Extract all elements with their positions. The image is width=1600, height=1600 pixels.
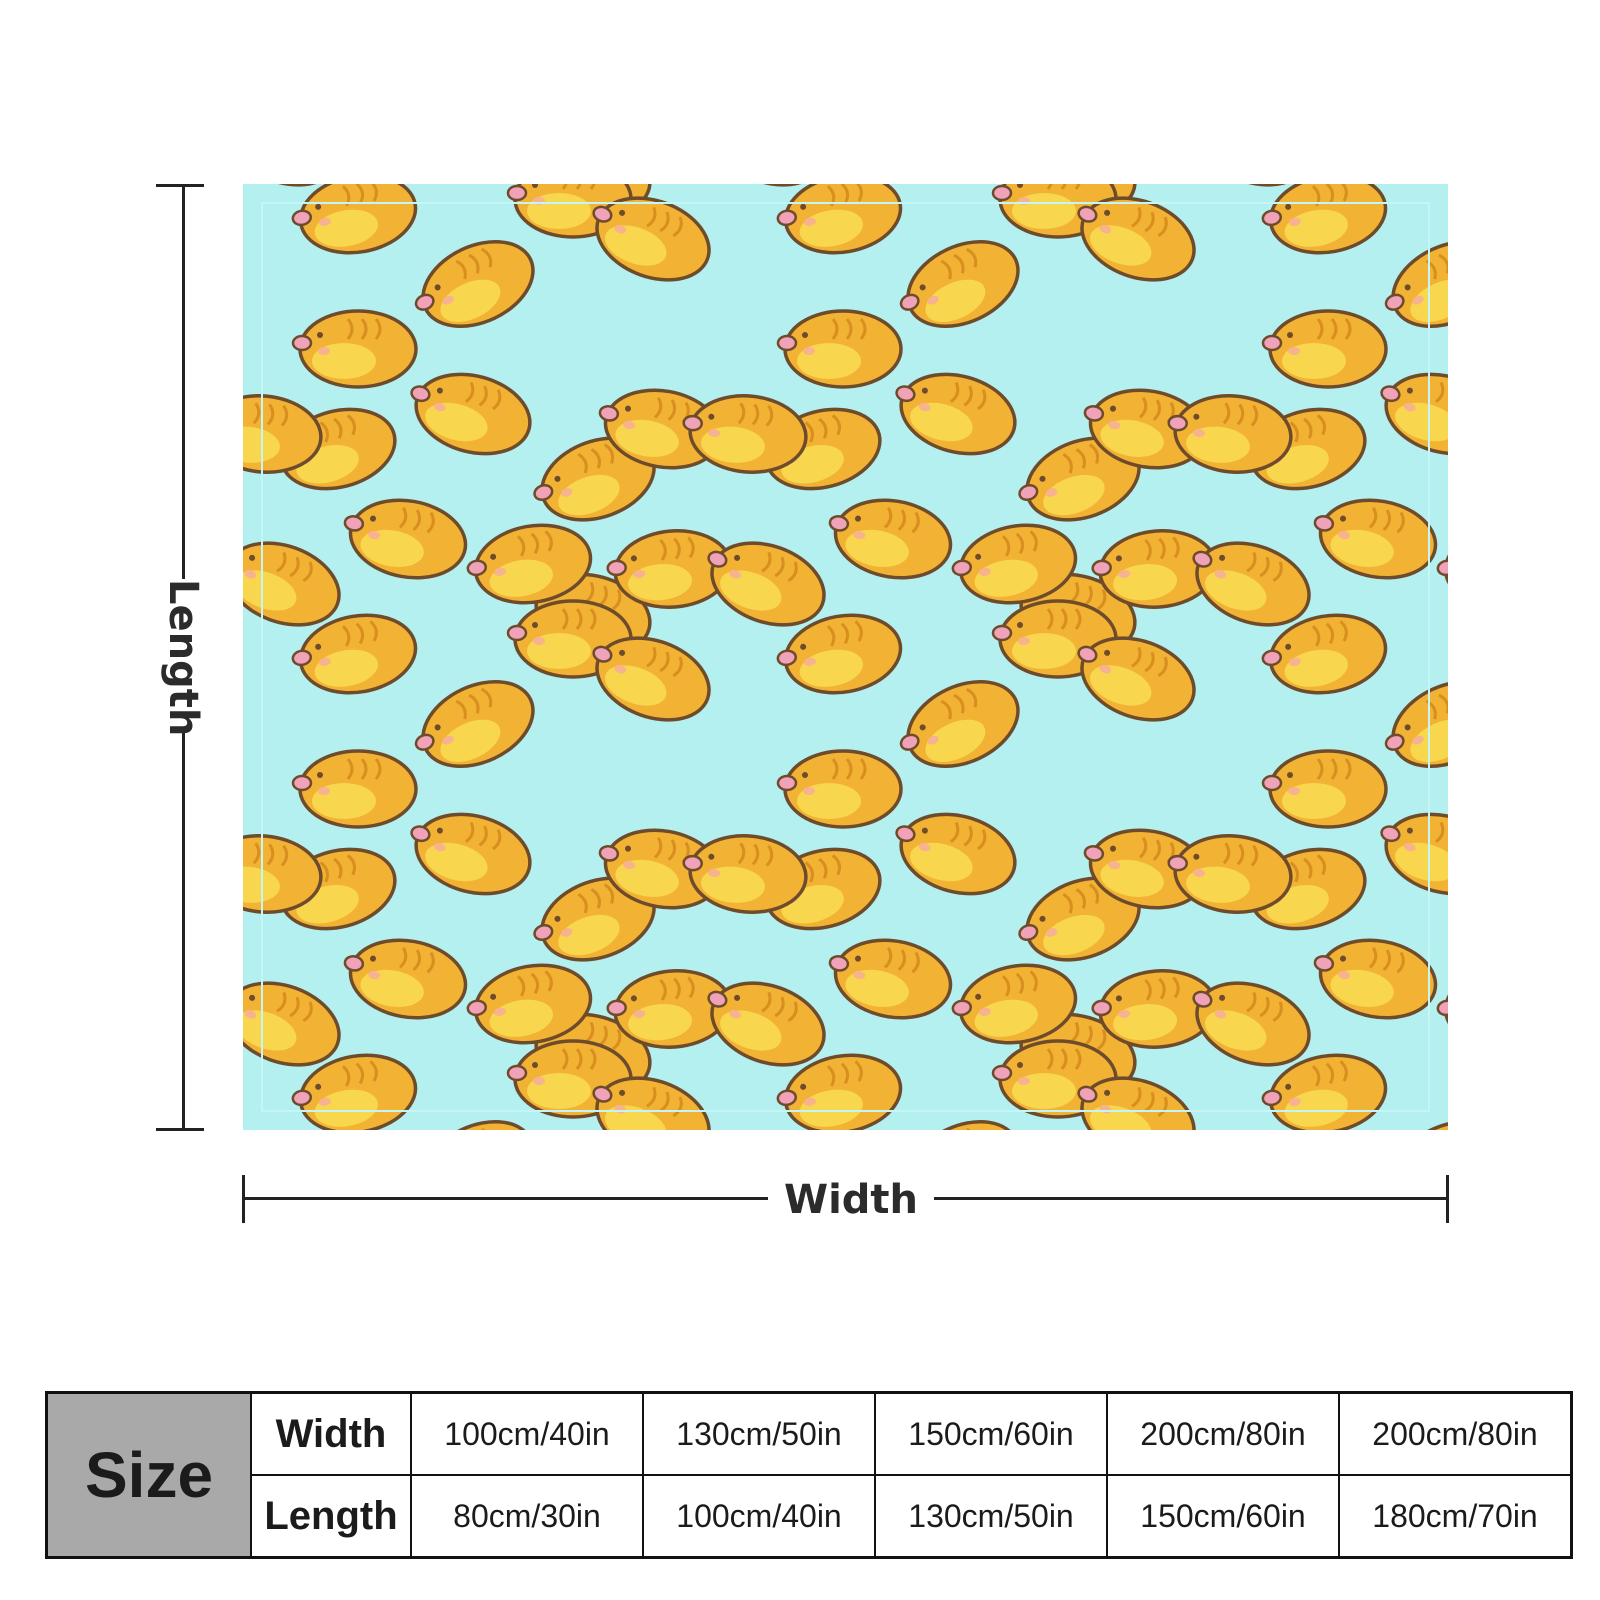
parakeet-icon — [899, 679, 1020, 769]
parakeet-icon — [1384, 679, 1448, 769]
size-cell: 80cm/30in — [410, 1474, 644, 1559]
parakeet-icon — [291, 749, 418, 829]
parakeet-icon — [1192, 541, 1311, 627]
parakeet-icon — [243, 981, 341, 1067]
parakeet-icon — [1261, 1053, 1388, 1130]
parakeet-icon — [343, 498, 468, 580]
parakeet-icon — [1436, 963, 1448, 1045]
parakeet-icon — [592, 1076, 711, 1130]
size-cell: 200cm/80in — [1338, 1391, 1573, 1476]
parakeet-icon — [291, 613, 418, 695]
parakeet-icon — [606, 529, 733, 609]
row-label-length: Length — [250, 1474, 412, 1559]
parakeet-icon — [1091, 529, 1218, 609]
size-cell: 130cm/50in — [642, 1391, 876, 1476]
parakeet-icon — [1083, 388, 1208, 470]
parakeet-icon — [776, 1053, 903, 1130]
parakeet-icon — [243, 394, 323, 474]
parakeet-icon — [598, 828, 723, 910]
parakeet-icon — [707, 981, 826, 1067]
parakeet-icon — [466, 523, 593, 605]
parakeet-icon — [895, 372, 1017, 456]
parakeet-icon — [1077, 1076, 1196, 1130]
parakeet-icon — [906, 1119, 1020, 1130]
parakeet-icon — [776, 613, 903, 695]
width-label: Width — [768, 1174, 934, 1226]
size-cell: 180cm/70in — [1338, 1474, 1573, 1559]
parakeet-icon — [592, 196, 711, 282]
size-cell: 150cm/60in — [874, 1391, 1108, 1476]
parakeet-icon — [1261, 184, 1388, 255]
parakeet-icon — [951, 523, 1078, 605]
parakeet-icon — [776, 184, 903, 255]
parakeet-icon — [828, 938, 953, 1020]
parakeet-icon — [533, 436, 656, 522]
parakeet-icon — [1167, 394, 1293, 474]
parakeet-icon — [291, 184, 418, 255]
parakeet-icon — [1018, 436, 1141, 522]
parakeet-icon — [606, 969, 733, 1049]
size-header: Size — [45, 1391, 252, 1559]
size-row-width: Size Width 100cm/40in 130cm/50in 150cm/6… — [45, 1391, 1573, 1559]
parakeet-icon — [1436, 523, 1448, 605]
size-cell: 200cm/80in — [1106, 1391, 1340, 1476]
row-label-width: Width — [250, 1391, 412, 1476]
parakeet-icon — [1313, 938, 1438, 1020]
length-label: Length — [157, 579, 209, 736]
parakeet-icon — [243, 834, 323, 914]
parakeet-icon — [1261, 309, 1388, 389]
parakeet-icon — [592, 636, 711, 722]
parakeet-icon — [1384, 239, 1448, 329]
parakeet-icon — [682, 834, 808, 914]
size-cell: 130cm/50in — [874, 1474, 1108, 1559]
parakeet-icon — [1192, 981, 1311, 1067]
parakeet-icon — [421, 1119, 535, 1130]
parakeet-icon — [1018, 876, 1141, 962]
parakeet-icon — [414, 679, 535, 769]
parakeet-icon — [1391, 1119, 1448, 1130]
parakeet-icon — [682, 394, 808, 474]
parakeet-icon — [243, 541, 341, 627]
parakeet-icon — [414, 239, 535, 329]
parakeet-icon — [1167, 834, 1293, 914]
parakeet-icon — [1380, 812, 1448, 896]
parakeet-icon — [410, 372, 532, 456]
parakeet-pattern — [243, 184, 1448, 1130]
length-bottom-tick — [156, 1128, 204, 1131]
parakeet-icon — [1313, 498, 1438, 580]
parakeet-icon — [1261, 613, 1388, 695]
parakeet-icon — [598, 388, 723, 470]
parakeet-icon — [1077, 196, 1196, 282]
parakeet-icon — [899, 239, 1020, 329]
parakeet-icon — [291, 1053, 418, 1130]
size-cell: 100cm/40in — [642, 1474, 876, 1559]
parakeet-icon — [707, 541, 826, 627]
size-row-length: Length 80cm/30in 100cm/40in 130cm/50in 1… — [47, 1474, 1573, 1559]
parakeet-icon — [1261, 749, 1388, 829]
parakeet-icon — [291, 309, 418, 389]
parakeet-icon — [466, 963, 593, 1045]
size-cell: 100cm/40in — [410, 1391, 644, 1476]
length-top-tick — [156, 184, 204, 187]
size-cell: 150cm/60in — [1106, 1474, 1340, 1559]
blanket-pattern-image — [243, 184, 1448, 1130]
parakeet-icon — [776, 309, 903, 389]
parakeet-icon — [776, 749, 903, 829]
parakeet-icon — [828, 498, 953, 580]
parakeet-icon — [343, 938, 468, 1020]
parakeet-icon — [1380, 372, 1448, 456]
parakeet-icon — [895, 812, 1017, 896]
parakeet-icon — [951, 963, 1078, 1045]
parakeet-icon — [410, 812, 532, 896]
size-chart-table: Size Width 100cm/40in 130cm/50in 150cm/6… — [45, 1391, 1573, 1559]
parakeet-icon — [1077, 636, 1196, 722]
